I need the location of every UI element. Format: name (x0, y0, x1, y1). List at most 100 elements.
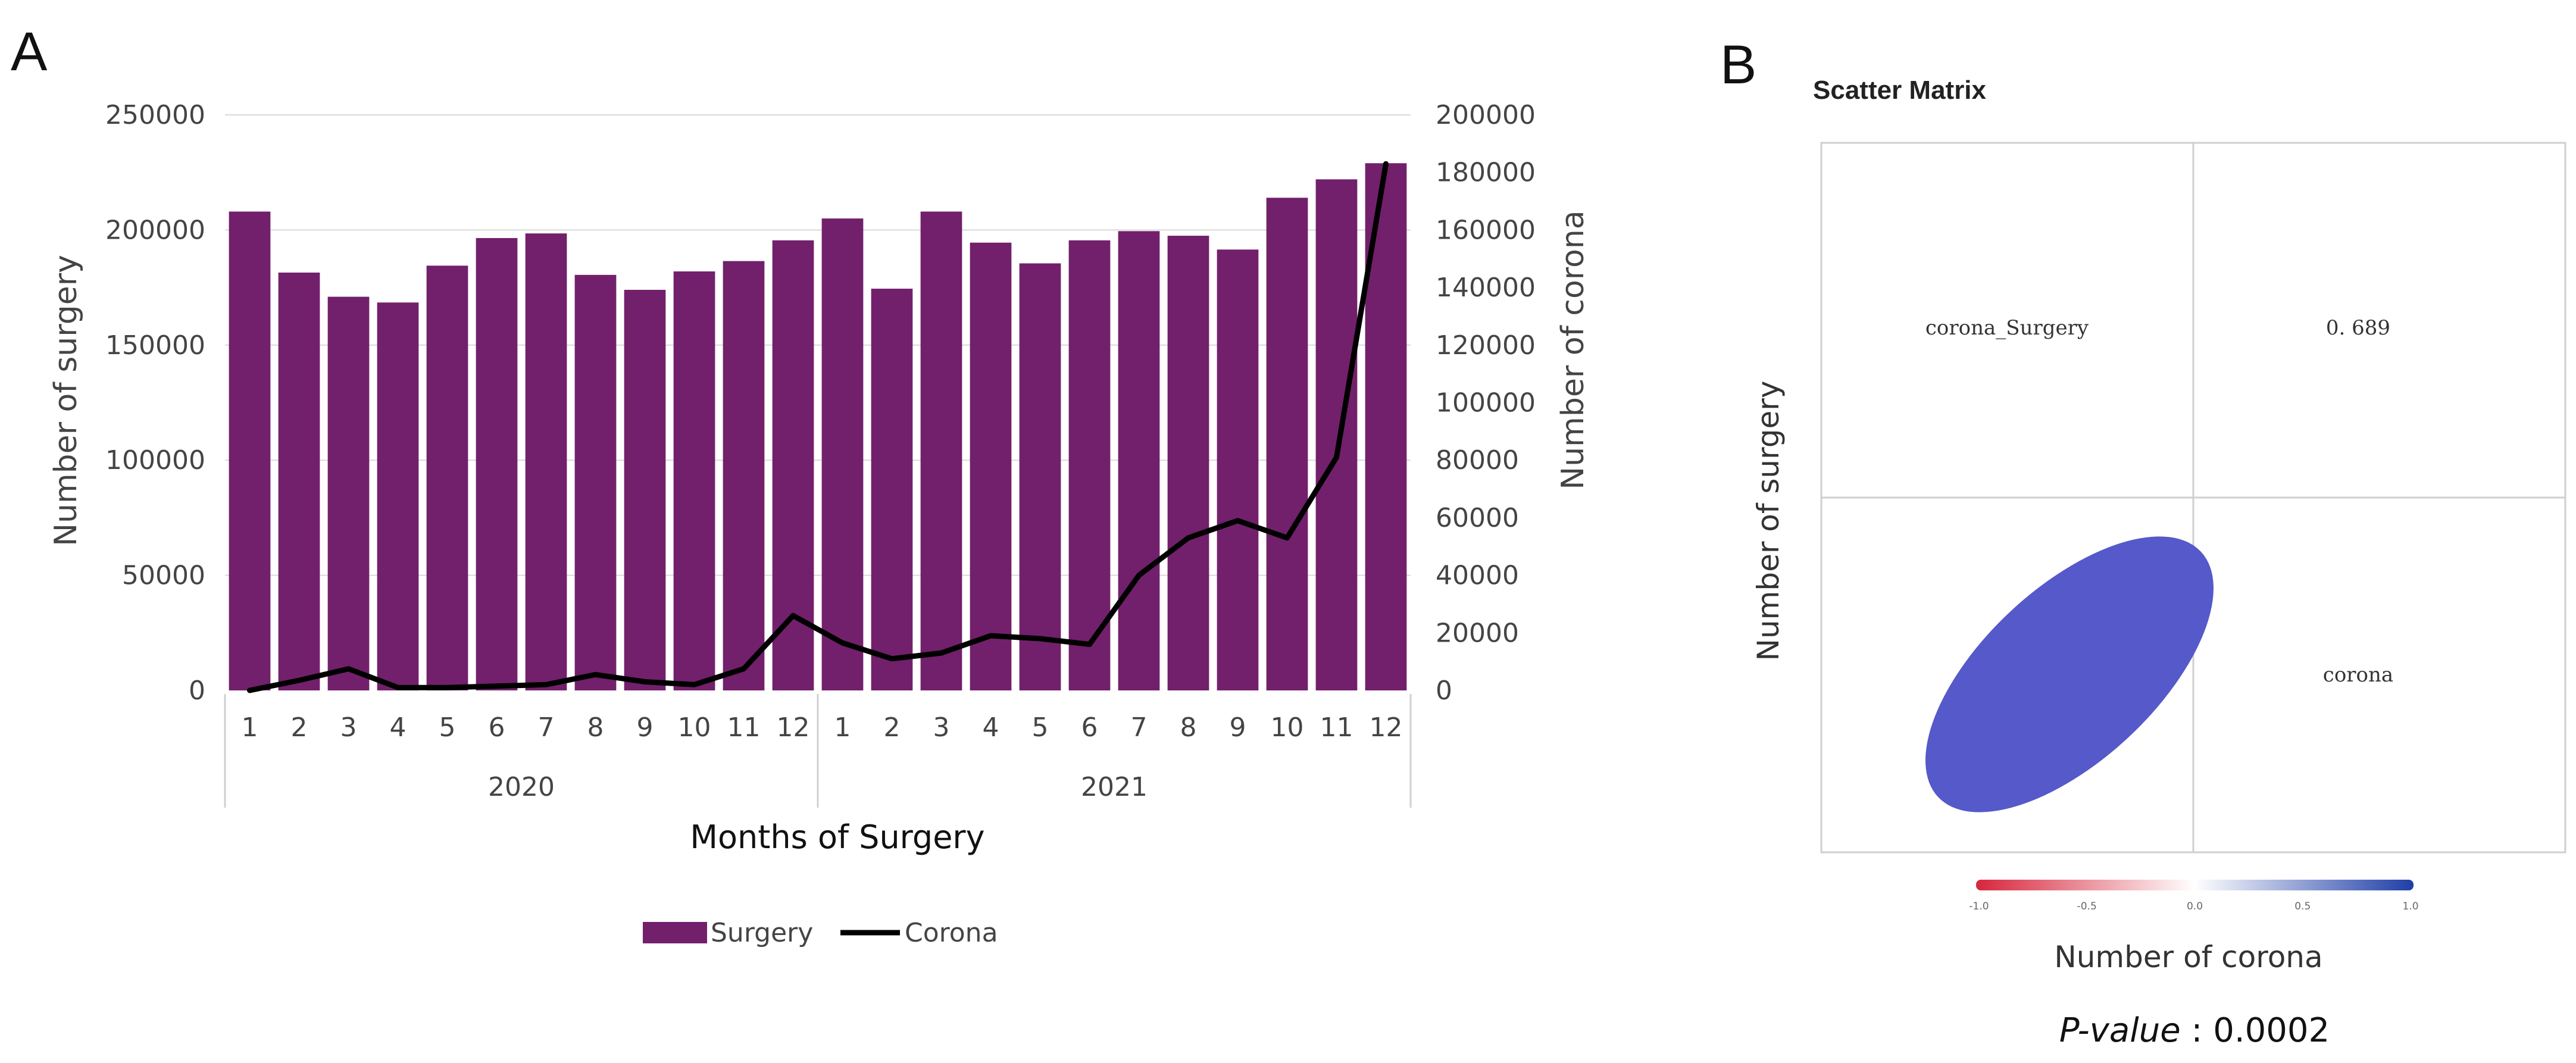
cell-label-corona: corona (2323, 663, 2393, 687)
right-y-tick-label: 120000 (1436, 330, 1536, 361)
bar-surgery (1019, 263, 1061, 691)
right-y-axis-title: Number of corona (1555, 210, 1591, 489)
panel-a-chart: 0 50000 100000 150000 200000 250000 0 20000 400… (48, 100, 1591, 948)
x-tick-label: 3 (933, 712, 950, 743)
x-tick-label: 1 (834, 712, 851, 743)
colorbar-ticks: -1.0 -0.5 0.0 0.5 1.0 (1969, 901, 2418, 912)
p-value-separator: : (2181, 1011, 2213, 1050)
bar-surgery (821, 218, 864, 690)
x-tick-label: 7 (1131, 712, 1148, 743)
panel-a-label: A (11, 21, 48, 82)
x-tick-label: 9 (637, 712, 654, 743)
x-tick-label: 4 (390, 712, 407, 743)
right-y-tick-label: 0 (1436, 676, 1452, 706)
x-tick-label: 3 (340, 712, 357, 743)
left-y-tick-label: 200000 (105, 215, 205, 245)
bar-surgery (525, 233, 567, 690)
scatter-matrix-title: Scatter Matrix (1813, 76, 1987, 105)
x-tick-label: 6 (1081, 712, 1098, 743)
x-tick-label: 10 (1271, 712, 1304, 743)
colorbar-tick-label: 1.0 (2402, 901, 2418, 912)
right-y-tick-label: 60000 (1436, 503, 1519, 533)
left-y-tick-label: 100000 (105, 445, 205, 476)
correlation-ellipse (1925, 536, 2214, 812)
x-tick-label: 11 (1320, 712, 1353, 743)
p-value-number: 0.0002 (2213, 1011, 2330, 1050)
colorbar-tick-label: -0.5 (2077, 901, 2097, 912)
left-y-ticks: 0 50000 100000 150000 200000 250000 (105, 100, 205, 706)
left-y-tick-label: 250000 (105, 100, 205, 130)
left-y-tick-label: 50000 (122, 561, 205, 591)
bar-surgery (723, 261, 765, 690)
x-ticks: 1 2 3 4 5 6 7 8 9 10 11 12 1 2 3 4 5 6 7 8 9 10 11 12 (242, 712, 1403, 743)
p-value-line: P-value : 0.0002 (2059, 1011, 2330, 1050)
p-value-label: P-value (2059, 1011, 2181, 1050)
x-tick-label: 12 (777, 712, 810, 743)
bar-surgery (1315, 179, 1358, 691)
bar-surgery (673, 271, 715, 690)
right-y-tick-label: 160000 (1436, 215, 1536, 245)
bar-surgery (426, 265, 468, 690)
right-y-tick-label: 40000 (1436, 561, 1519, 591)
year-label: 2021 (1081, 772, 1148, 802)
bar-surgery (278, 272, 320, 690)
bar-surgery (920, 211, 962, 690)
corona-series-line (247, 161, 1389, 693)
panel-b-scatter-matrix: Scatter Matrix corona_Surgery 0. 689 cor… (1751, 76, 2566, 1050)
x-tick-label: 4 (983, 712, 999, 743)
right-y-tick-label: 100000 (1436, 388, 1536, 418)
bar-surgery (327, 296, 370, 690)
cell-label-corona-surgery: corona_Surgery (1925, 316, 2089, 340)
grid-lines (225, 114, 1411, 576)
colorbar-tick-label: 0.5 (2294, 901, 2311, 912)
x-tick-label: 2 (884, 712, 901, 743)
matrix-grid (1820, 142, 2566, 853)
year-labels: 2020 2021 (224, 694, 1412, 808)
right-y-ticks: 0 20000 40000 60000 80000 100000 120000 140000 1… (1436, 100, 1536, 706)
year-label: 2020 (488, 772, 555, 802)
panel-b-label: B (1720, 35, 1756, 95)
legend-label-surgery: Surgery (711, 918, 813, 948)
x-tick-label: 9 (1230, 712, 1246, 743)
right-y-tick-label: 80000 (1436, 445, 1519, 476)
legend-swatch-surgery (643, 922, 707, 943)
x-tick-label: 6 (489, 712, 505, 743)
bar-surgery (574, 274, 617, 690)
x-tick-label: 5 (439, 712, 456, 743)
x-tick-label: 8 (1180, 712, 1197, 743)
right-y-tick-label: 20000 (1436, 618, 1519, 648)
bar-surgery (1068, 240, 1111, 690)
colorbar-tick-label: 0.0 (2187, 901, 2203, 912)
bar-surgery (1118, 231, 1160, 691)
correlation-value: 0. 689 (2326, 316, 2390, 340)
bar-surgery (377, 302, 419, 690)
x-axis-title: Months of Surgery (690, 818, 984, 856)
x-tick-label: 2 (291, 712, 308, 743)
x-tick-label: 8 (587, 712, 604, 743)
b-y-axis-title: Number of surgery (1751, 381, 1786, 661)
right-y-tick-label: 140000 (1436, 273, 1536, 303)
bar-surgery (1167, 236, 1209, 690)
x-tick-label: 10 (678, 712, 711, 743)
bar-surgery (1217, 249, 1259, 690)
left-y-tick-label: 0 (189, 676, 205, 706)
right-y-tick-label: 200000 (1436, 100, 1536, 130)
bar-surgery (476, 237, 518, 690)
bar-surgery (229, 211, 271, 690)
bar-surgery (1266, 198, 1308, 690)
x-tick-label: 5 (1032, 712, 1049, 743)
x-tick-label: 12 (1370, 712, 1403, 743)
x-tick-label: 1 (242, 712, 258, 743)
right-y-tick-label: 180000 (1436, 158, 1536, 188)
x-tick-label: 7 (538, 712, 555, 743)
x-tick-label: 11 (727, 712, 761, 743)
legend-label-corona: Corona (905, 918, 998, 948)
b-x-axis-title: Number of corona (2054, 940, 2322, 974)
bar-surgery (871, 289, 913, 690)
corona-line (247, 161, 1389, 693)
colorbar-tick-label: -1.0 (1969, 901, 1989, 912)
surgery-bars (229, 163, 1407, 691)
bar-surgery (970, 242, 1012, 690)
colorbar (1976, 880, 2414, 890)
